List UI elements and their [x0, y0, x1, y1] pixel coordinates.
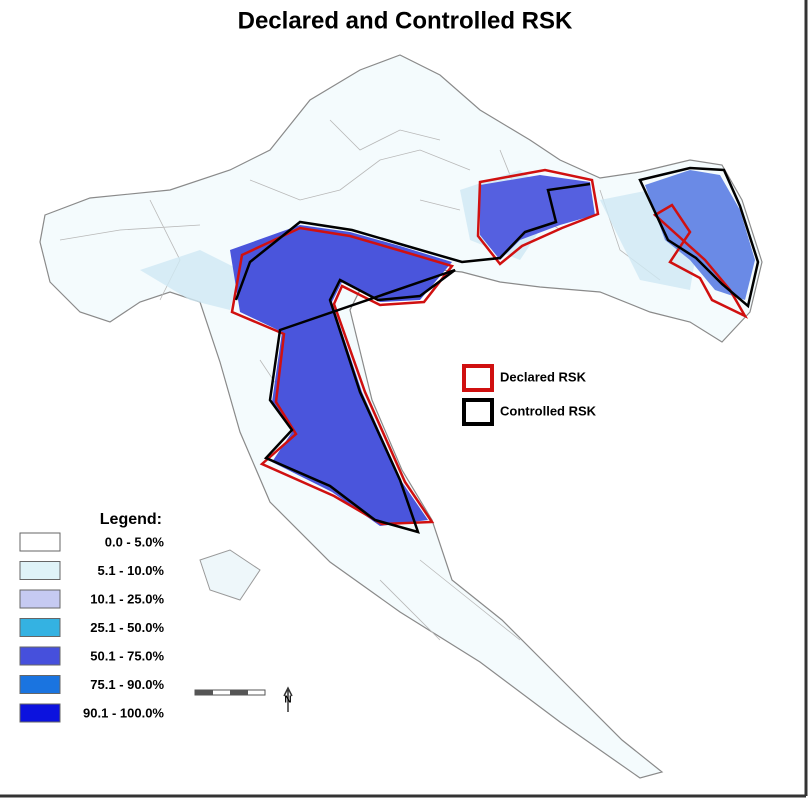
- north-label: N: [284, 695, 291, 706]
- north-arrow: [283, 686, 293, 712]
- scale-bar-segment: [230, 690, 248, 695]
- legend-label: 0.0 - 5.0%: [105, 534, 165, 549]
- legend: 0.0 - 5.0% 5.1 - 10.0% 10.1 - 25.0% 25.1 - …: [19, 532, 165, 723]
- declared-rsk-border: [230, 168, 749, 526]
- scale-bar: [194, 689, 266, 696]
- scale-bar-segment: [195, 690, 213, 695]
- boundary-label: Declared RSK: [500, 369, 587, 384]
- legend-swatch: [19, 703, 61, 723]
- boundary-swatch: [462, 364, 494, 392]
- legend-swatch: [19, 618, 61, 637]
- legend-swatch: [19, 532, 61, 552]
- rsk-west-shaded: [230, 225, 452, 526]
- rsk-east-shaded: [645, 170, 755, 300]
- boundary-label: Controlled RSK: [500, 403, 597, 418]
- legend-label: 5.1 - 10.0%: [98, 563, 165, 578]
- legend-swatch: [19, 675, 61, 694]
- legend-label: 75.1 - 90.0%: [90, 677, 164, 692]
- legend-swatch: [19, 646, 61, 666]
- legend-label: 10.1 - 25.0%: [90, 591, 164, 606]
- legend-swatch: [19, 561, 61, 580]
- boundary-swatch: [462, 398, 494, 426]
- legend-label: 25.1 - 50.0%: [90, 620, 164, 635]
- legend-label: 90.1 - 100.0%: [83, 705, 164, 720]
- island: [199, 549, 261, 601]
- controlled-rsk-border: [234, 166, 760, 534]
- legend-label: 50.1 - 75.0%: [90, 648, 164, 663]
- map-title: Declared and Controlled RSK: [238, 7, 573, 34]
- rsk-slavonia-shaded: [480, 175, 595, 260]
- light-shaded-areas: [140, 170, 700, 310]
- croatia-map: [39, 54, 763, 779]
- boundary-legend: Declared RSK Controlled RSK: [462, 364, 597, 426]
- legend-title: Legend:: [100, 511, 162, 528]
- legend-swatch: [19, 589, 61, 609]
